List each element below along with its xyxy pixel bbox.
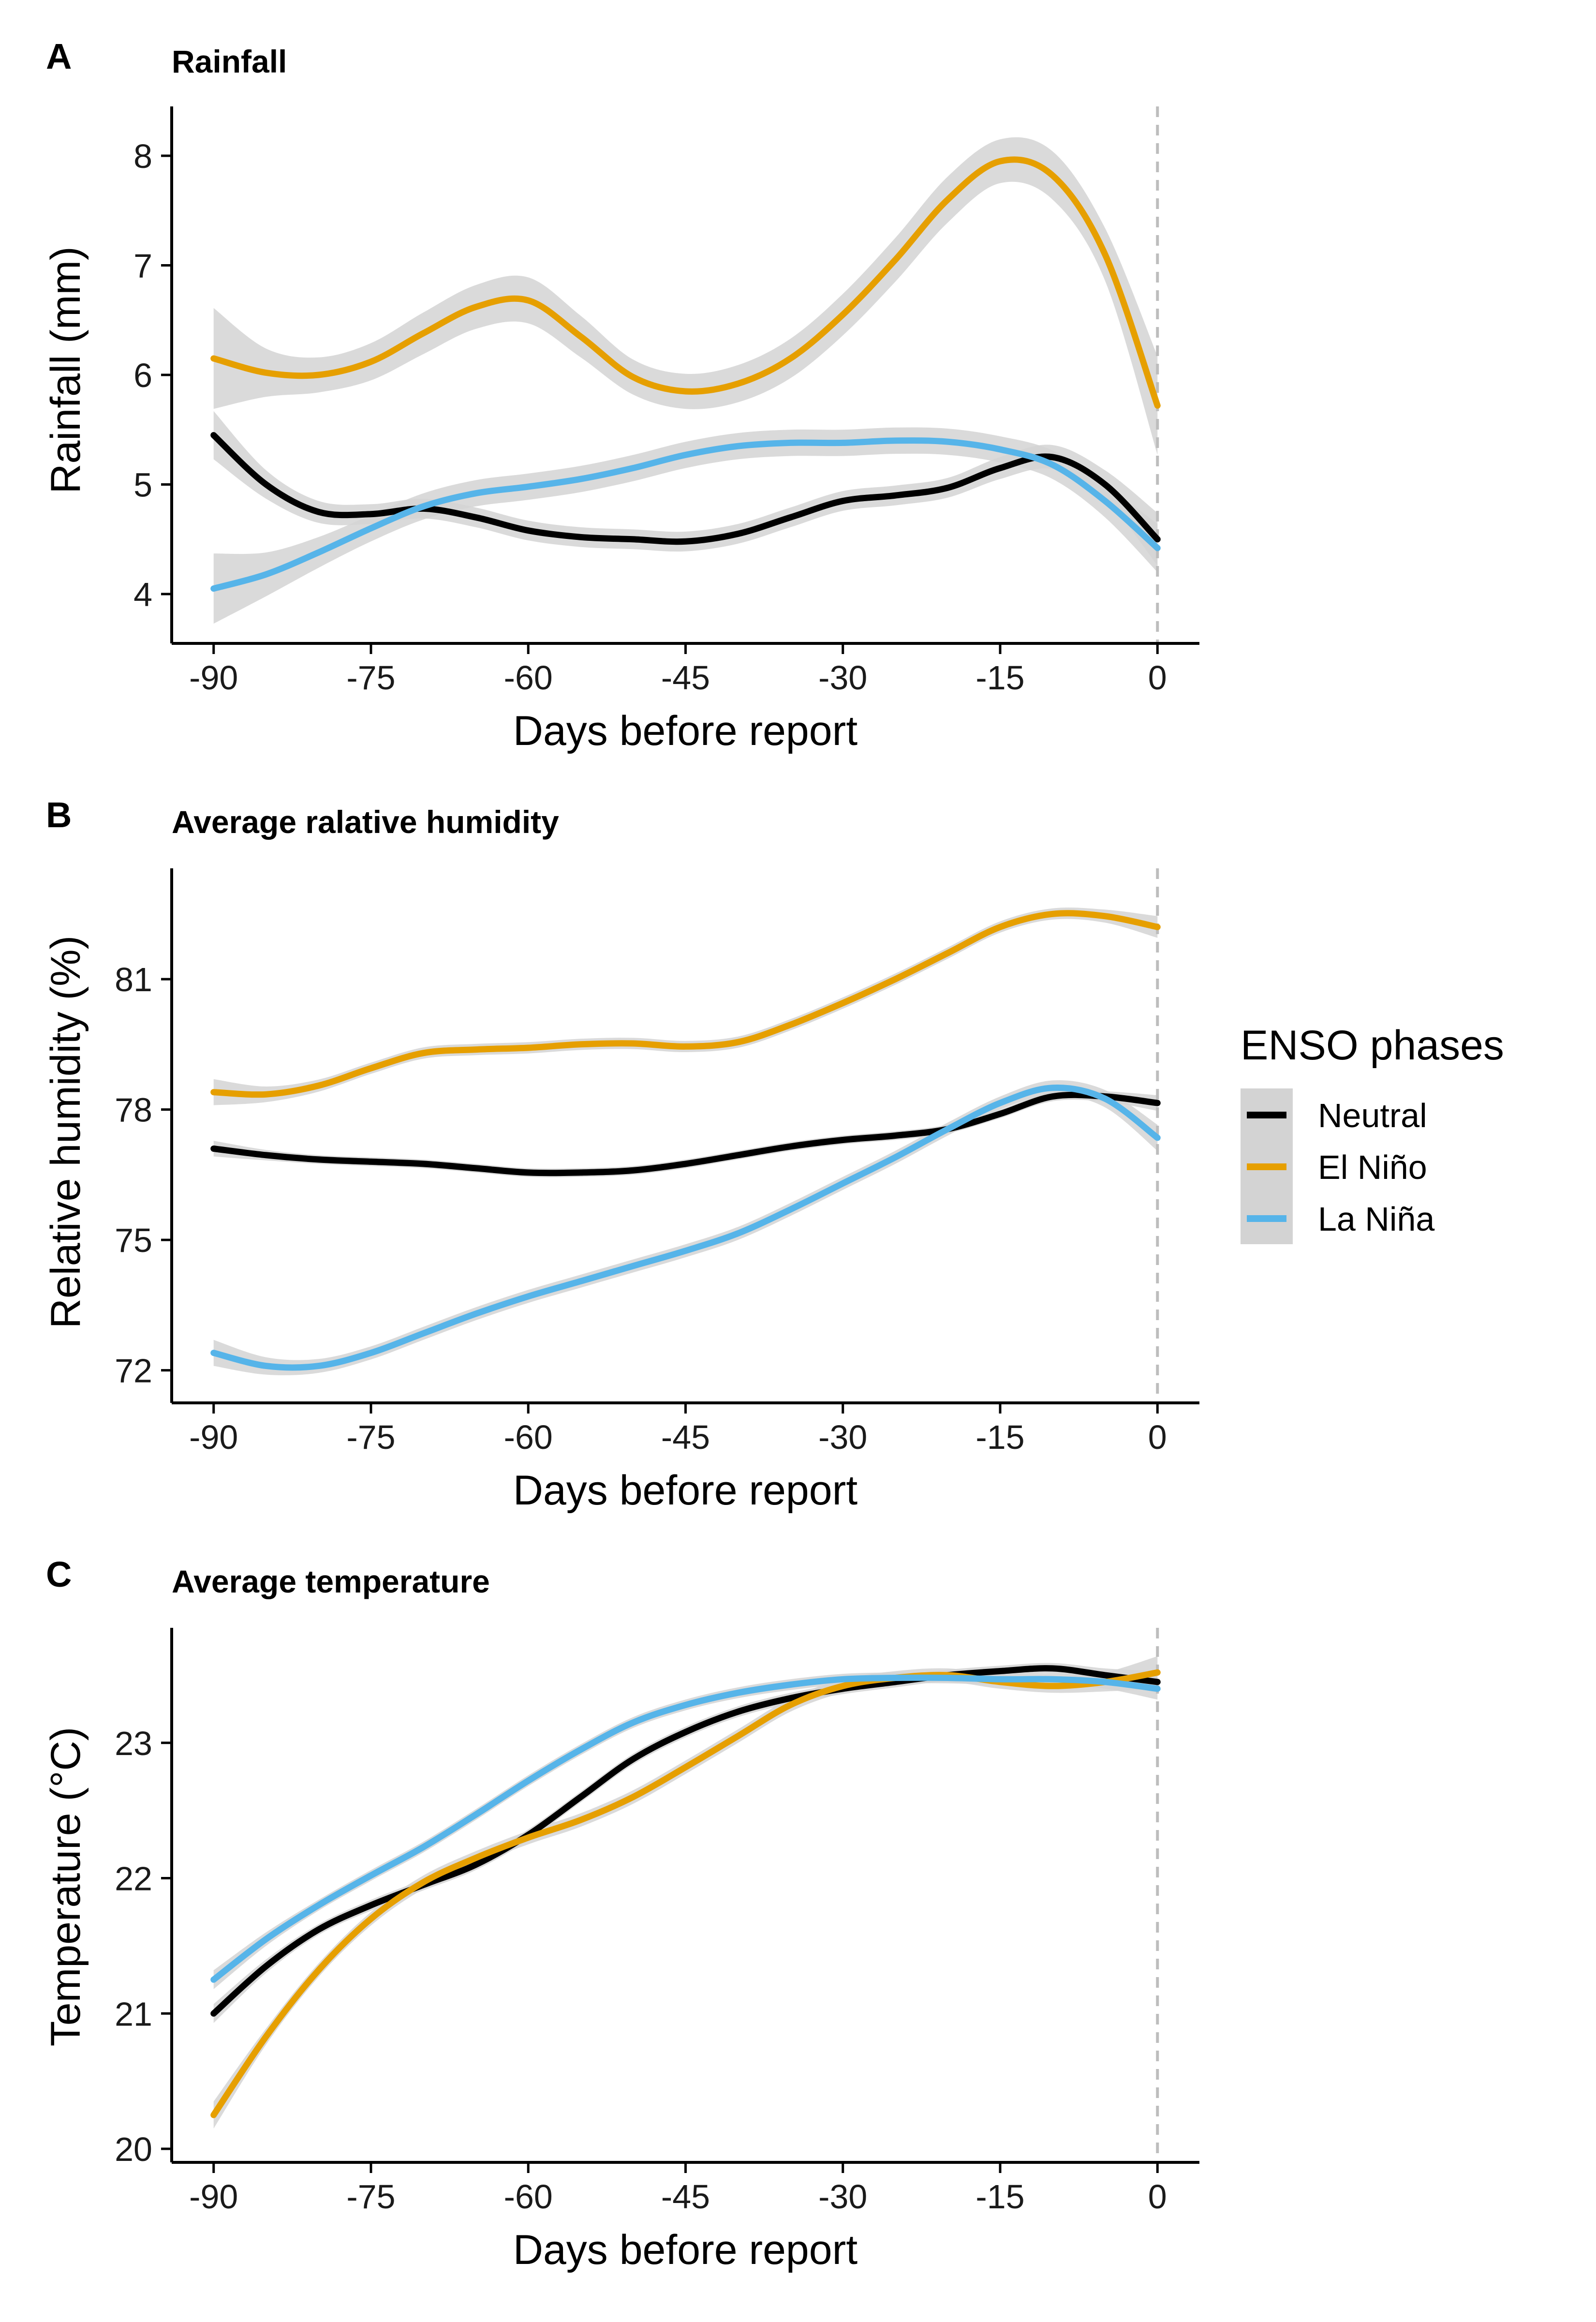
panel-label-a: A	[46, 36, 72, 76]
panel-c: C Average temperature Temperature (°C) D…	[43, 1554, 1199, 2273]
plot-area-rainfall: -90 -75 -60 -45 -30 -15 0 4 5 6 7 8	[133, 106, 1199, 697]
plot-area-temperature: -90 -75 -60 -45 -30 -15 0 20 21 22 23	[115, 1628, 1199, 2216]
confidence-band-el-nino-average-ralative-humidity	[213, 907, 1158, 1105]
panel-title-temperature: Average temperature	[172, 1563, 490, 1599]
panel-label-c: C	[46, 1554, 72, 1594]
x-tick-label-average-ralative-humidity: -75	[346, 1418, 395, 1456]
x-tick-label-average-ralative-humidity: -30	[818, 1418, 867, 1456]
legend-label-el-nino: El Niño	[1318, 1148, 1427, 1186]
x-tick-label-average-temperature: 0	[1148, 2178, 1167, 2216]
y-tick-label-average-ralative-humidity: 72	[115, 1352, 152, 1390]
series-line-la-nina-average-temperature	[210, 1674, 1161, 1983]
plot-area-humidity: -90 -75 -60 -45 -30 -15 0 72 75 78 81	[115, 868, 1199, 1456]
panel-b: B Average ralative humidity Relative hum…	[43, 795, 1199, 1514]
panel-title-rainfall: Rainfall	[172, 44, 287, 79]
y-tick-label-rainfall: 7	[133, 247, 152, 284]
x-tick-label-average-temperature: -75	[346, 2178, 395, 2216]
y-tick-label-rainfall: 6	[133, 357, 152, 394]
series-line-neutral-average-temperature	[210, 1665, 1161, 2017]
y-tick-label-average-temperature: 22	[115, 1860, 152, 1898]
series-line-el-nino-average-ralative-humidity	[210, 910, 1161, 1098]
series-line-neutral-rainfall	[210, 432, 1161, 545]
y-tick-label-average-ralative-humidity: 78	[115, 1091, 152, 1129]
x-tick-label-average-ralative-humidity: 0	[1148, 1418, 1167, 1456]
y-tick-label-average-temperature: 23	[115, 1725, 152, 1762]
legend-label-neutral: Neutral	[1318, 1097, 1427, 1134]
x-tick-label-rainfall: -60	[504, 659, 553, 697]
x-tick-label-rainfall: -45	[661, 659, 710, 697]
x-tick-label-average-temperature: -90	[189, 2178, 238, 2216]
series-line-la-nina-average-ralative-humidity	[210, 1084, 1161, 1371]
legend-label-la-nina: La Niña	[1318, 1200, 1434, 1238]
confidence-band-neutral-rainfall	[213, 411, 1158, 566]
series-line-neutral-average-ralative-humidity	[210, 1091, 1161, 1176]
x-tick-label-rainfall: -30	[818, 659, 867, 697]
series-line-la-nina-rainfall	[210, 437, 1161, 592]
series-line-el-nino-rainfall	[210, 156, 1161, 409]
panel-title-humidity: Average ralative humidity	[172, 804, 559, 840]
y-tick-label-average-ralative-humidity: 75	[115, 1221, 152, 1259]
y-tick-label-average-ralative-humidity: 81	[115, 961, 152, 998]
confidence-band-el-nino-rainfall	[213, 137, 1158, 455]
y-axis-title-humidity: Relative humidity (%)	[43, 936, 89, 1328]
x-axis-title-temperature: Days before report	[513, 2227, 857, 2273]
y-axis-title-rainfall: Rainfall (mm)	[43, 246, 89, 493]
x-tick-label-average-ralative-humidity: -60	[504, 1418, 553, 1456]
y-tick-label-average-temperature: 20	[115, 2130, 152, 2168]
x-axis-title-rainfall: Days before report	[513, 708, 857, 754]
x-tick-label-average-temperature: -30	[818, 2178, 867, 2216]
confidence-band-neutral-average-ralative-humidity	[213, 1090, 1158, 1177]
y-tick-label-average-temperature: 21	[115, 1995, 152, 2033]
y-tick-label-rainfall: 4	[133, 576, 152, 613]
x-tick-label-average-ralative-humidity: -45	[661, 1418, 710, 1456]
panel-label-b: B	[46, 795, 72, 835]
y-axis-title-temperature: Temperature (°C)	[43, 1727, 89, 2046]
x-tick-label-rainfall: -90	[189, 659, 238, 697]
x-tick-label-average-ralative-humidity: -90	[189, 1418, 238, 1456]
y-tick-label-rainfall: 8	[133, 137, 152, 175]
y-tick-label-rainfall: 5	[133, 466, 152, 504]
x-axis-title-humidity: Days before report	[513, 1467, 857, 1514]
x-tick-label-rainfall: 0	[1148, 659, 1167, 697]
x-tick-label-rainfall: -75	[346, 659, 395, 697]
x-tick-label-average-ralative-humidity: -15	[975, 1418, 1024, 1456]
legend-title: ENSO phases	[1241, 1022, 1504, 1069]
x-tick-label-average-temperature: -45	[661, 2178, 710, 2216]
x-tick-label-average-temperature: -60	[504, 2178, 553, 2216]
panel-a: A Rainfall Rainfall (mm) Days before rep…	[43, 36, 1199, 754]
confidence-band-la-nina-rainfall	[213, 427, 1158, 624]
x-tick-label-rainfall: -15	[975, 659, 1024, 697]
legend: ENSO phases Neutral El Niño La Niña	[1241, 1022, 1504, 1244]
x-tick-label-average-temperature: -15	[975, 2178, 1024, 2216]
